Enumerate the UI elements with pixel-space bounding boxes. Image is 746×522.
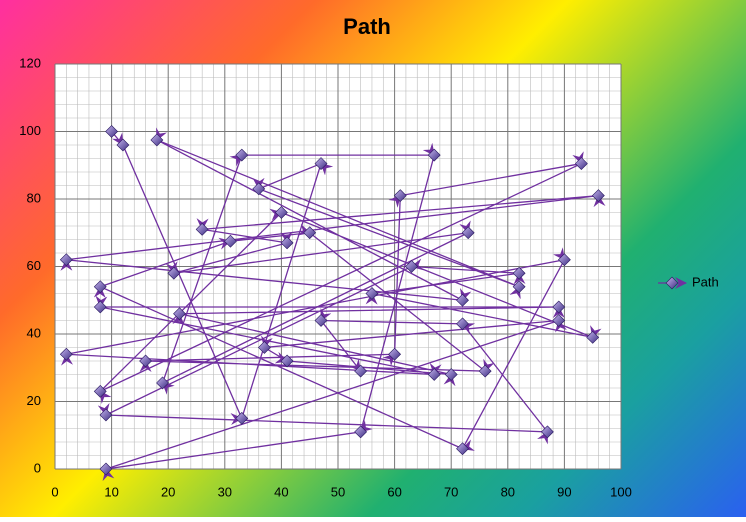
data-point	[388, 347, 402, 361]
data-point	[105, 125, 119, 138]
data-point	[456, 317, 469, 331]
data-point	[99, 408, 113, 422]
y-tick-label: 20	[27, 393, 41, 408]
data-point	[224, 234, 237, 248]
data-point	[93, 384, 107, 398]
data-point	[354, 425, 368, 439]
data-point	[280, 236, 294, 250]
legend-marker	[665, 276, 679, 290]
data-point	[444, 368, 458, 381]
data-point	[591, 189, 605, 203]
y-tick-label: 120	[19, 55, 41, 70]
data-point	[586, 330, 600, 344]
data-point	[456, 442, 469, 456]
x-tick-label: 0	[51, 484, 58, 499]
data-point	[139, 354, 152, 368]
data-point	[365, 287, 379, 300]
y-tick-label: 0	[34, 460, 41, 475]
x-tick-label: 80	[501, 484, 515, 499]
data-point	[552, 300, 566, 314]
data-point	[405, 260, 419, 273]
data-point	[456, 293, 469, 307]
y-tick-label: 40	[27, 325, 41, 340]
data-point	[393, 189, 407, 203]
data-point	[252, 182, 266, 196]
y-tick-label: 60	[27, 258, 41, 273]
data-point	[512, 280, 526, 294]
data-point	[512, 266, 526, 280]
data-point	[427, 148, 441, 162]
data-point	[235, 411, 249, 425]
data-point	[280, 354, 294, 368]
x-tick-label: 50	[331, 484, 345, 499]
data-point	[93, 280, 107, 294]
data-point	[478, 364, 492, 378]
y-tick-label: 100	[19, 123, 41, 138]
data-point	[59, 347, 73, 361]
y-tick-label: 80	[27, 190, 41, 205]
data-point	[314, 157, 328, 170]
data-point	[574, 157, 588, 170]
data-point	[354, 364, 368, 378]
data-point	[59, 253, 73, 267]
x-tick-label: 40	[274, 484, 288, 499]
x-tick-label: 60	[387, 484, 401, 499]
x-tick-label: 70	[444, 484, 458, 499]
data-point	[552, 314, 566, 327]
data-point	[314, 314, 328, 327]
x-tick-label: 100	[610, 484, 632, 499]
data-point	[156, 376, 169, 390]
data-point	[93, 300, 107, 314]
data-point	[195, 222, 209, 236]
legend-label: Path	[692, 274, 719, 289]
x-tick-label: 10	[104, 484, 118, 499]
data-point	[150, 133, 164, 147]
data-point	[167, 266, 181, 280]
x-tick-label: 90	[557, 484, 571, 499]
data-point	[461, 226, 475, 240]
data-point	[303, 226, 317, 240]
x-tick-label: 20	[161, 484, 175, 499]
data-point	[540, 425, 554, 439]
data-point	[427, 368, 441, 381]
data-point	[173, 307, 186, 321]
data-point	[235, 148, 249, 162]
x-tick-label: 30	[218, 484, 232, 499]
chart-title: Path	[343, 14, 391, 39]
data-point	[557, 253, 571, 267]
data-point	[116, 138, 130, 152]
data-point	[99, 462, 113, 476]
data-point	[257, 341, 271, 354]
data-point	[274, 206, 288, 219]
